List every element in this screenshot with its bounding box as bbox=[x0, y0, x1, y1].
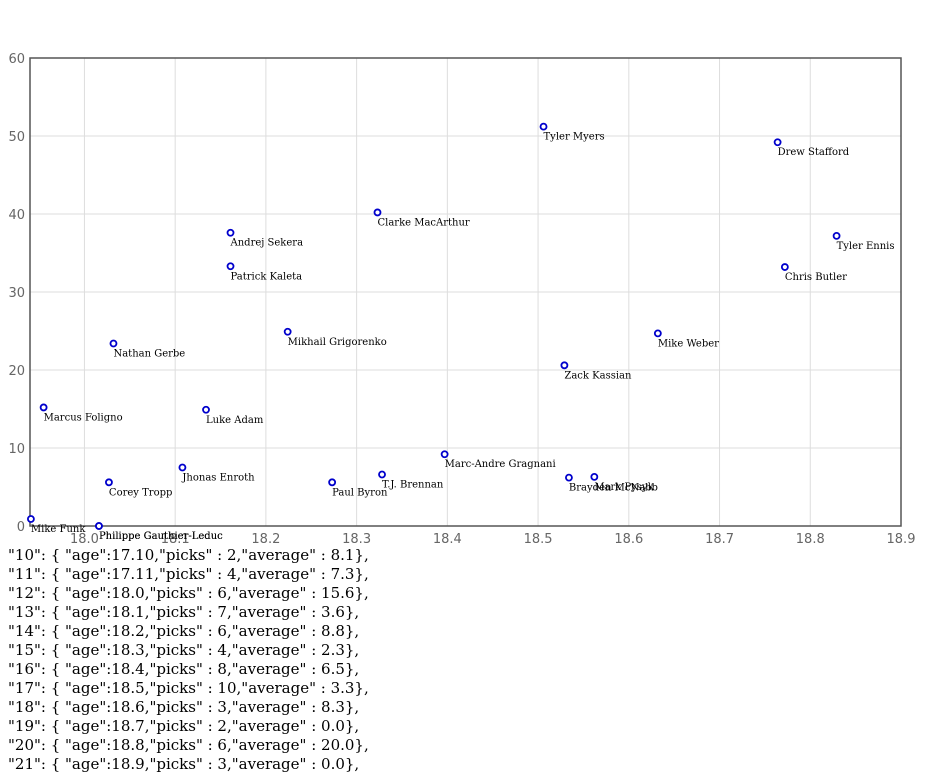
json-line: "16": { "age":18.4,"picks" : 8,"average"… bbox=[8, 660, 360, 678]
y-tick-label: 30 bbox=[8, 286, 25, 301]
json-line: "17": { "age":18.5,"picks" : 10,"average… bbox=[8, 679, 369, 697]
x-axis: 18.0 18.1 18.2 18.3 18.4 18.5 18.6 18.7 18.8 18.9 bbox=[70, 532, 916, 545]
data-point bbox=[178, 463, 187, 472]
data-point bbox=[653, 329, 662, 338]
plot-frame bbox=[29, 57, 902, 527]
y-tick-label: 10 bbox=[8, 442, 25, 457]
point-label: T.J. Brennan bbox=[382, 480, 444, 491]
point-label: Paul Byron bbox=[332, 487, 388, 498]
point-label: Corey Tropp bbox=[109, 487, 172, 498]
point-label: Nathan Gerbe bbox=[113, 348, 185, 359]
data-point bbox=[95, 522, 103, 530]
point-label: Tyler Myers bbox=[544, 132, 605, 143]
data-point bbox=[378, 470, 386, 479]
point-label: Chris Butler bbox=[785, 272, 847, 283]
data-point bbox=[328, 478, 337, 487]
json-line: "12": { "age":18.0,"picks" : 6,"average"… bbox=[8, 584, 369, 602]
data-points: Tyler Myers Drew Stafford Clarke MacArthur… bbox=[27, 122, 895, 542]
y-tick-label: 40 bbox=[8, 208, 25, 223]
data-point bbox=[440, 450, 449, 459]
data-point bbox=[27, 515, 35, 523]
json-line: "20": { "age":18.8,"picks" : 6,"average"… bbox=[8, 736, 369, 754]
point-label: Philippe Gauthier-Leduc bbox=[99, 531, 223, 542]
point-label: Luke Adam bbox=[206, 415, 264, 426]
point-label: Philippe Gauthier-Leduc bbox=[99, 531, 223, 542]
point-label: Mark Pysyk bbox=[594, 482, 654, 493]
data-point bbox=[832, 231, 841, 240]
point-label: Marcus Foligno bbox=[44, 412, 123, 423]
json-line: "18": { "age":18.6,"picks" : 3,"average"… bbox=[8, 698, 360, 716]
y-tick-label: 60 bbox=[8, 52, 25, 67]
point-label: Mikhail Grigorenko bbox=[288, 337, 387, 348]
y-axis: 0 10 20 30 40 50 60 bbox=[8, 52, 25, 535]
data-point bbox=[109, 339, 118, 348]
data-point bbox=[780, 263, 789, 271]
x-tick-label: 18.8 bbox=[796, 532, 825, 545]
x-tick-label: 18.4 bbox=[433, 532, 462, 545]
data-point bbox=[283, 327, 292, 336]
point-label: Drew Stafford bbox=[778, 147, 850, 158]
data-point bbox=[590, 472, 599, 481]
data-point bbox=[560, 361, 569, 370]
data-point bbox=[39, 403, 48, 412]
point-label: Brayden McNabb bbox=[569, 483, 658, 494]
y-tick-label: 0 bbox=[17, 520, 25, 535]
x-tick-label: 18.1 bbox=[161, 532, 190, 545]
y-tick-label: 50 bbox=[8, 130, 25, 145]
json-line: "21": { "age":18.9,"picks" : 3,"average"… bbox=[8, 755, 360, 773]
x-tick-label: 18.7 bbox=[705, 532, 734, 545]
x-tick-label: 18.5 bbox=[524, 532, 553, 545]
y-tick-label: 20 bbox=[8, 364, 25, 379]
point-label: Mike Weber bbox=[658, 338, 719, 349]
data-point bbox=[202, 405, 210, 414]
json-text-block: "10": { "age":17.10,"picks" : 2,"average… bbox=[8, 546, 369, 774]
data-point bbox=[226, 262, 235, 271]
data-point bbox=[105, 478, 113, 487]
x-tick-label: 18.3 bbox=[342, 532, 371, 545]
data-point bbox=[565, 473, 573, 482]
json-line: "19": { "age":18.7,"picks" : 2,"average"… bbox=[8, 717, 360, 735]
json-line: "13": { "age":18.1,"picks" : 7,"average"… bbox=[8, 603, 360, 621]
point-label: Tyler Ennis bbox=[837, 241, 895, 252]
data-point bbox=[373, 208, 382, 217]
data-point bbox=[539, 122, 548, 131]
point-label: Mike Funk bbox=[31, 524, 86, 535]
x-tick-label: 18.9 bbox=[887, 532, 916, 545]
point-label: Jhonas Enroth bbox=[181, 473, 255, 484]
point-label: Marc-Andre Gragnani bbox=[445, 459, 556, 470]
point-label: Patrick Kaleta bbox=[231, 271, 303, 282]
data-point bbox=[773, 138, 782, 147]
x-tick-label: 18.0 bbox=[70, 532, 99, 545]
json-line: "15": { "age":18.3,"picks" : 4,"average"… bbox=[8, 641, 360, 659]
point-label: Andrej Sekera bbox=[230, 238, 304, 249]
x-tick-label: 18.2 bbox=[251, 532, 280, 545]
json-line: "11": { "age":17.11,"picks" : 4,"average… bbox=[8, 565, 369, 583]
json-line: "14": { "age":18.2,"picks" : 6,"average"… bbox=[8, 622, 360, 640]
grid-lines bbox=[30, 57, 902, 527]
point-label: Clarke MacArthur bbox=[377, 217, 469, 228]
x-tick-label: 18.6 bbox=[614, 532, 643, 545]
point-label: Zack Kassian bbox=[564, 370, 632, 381]
data-point bbox=[226, 228, 235, 237]
json-line: "10": { "age":17.10,"picks" : 2,"average… bbox=[8, 546, 369, 564]
